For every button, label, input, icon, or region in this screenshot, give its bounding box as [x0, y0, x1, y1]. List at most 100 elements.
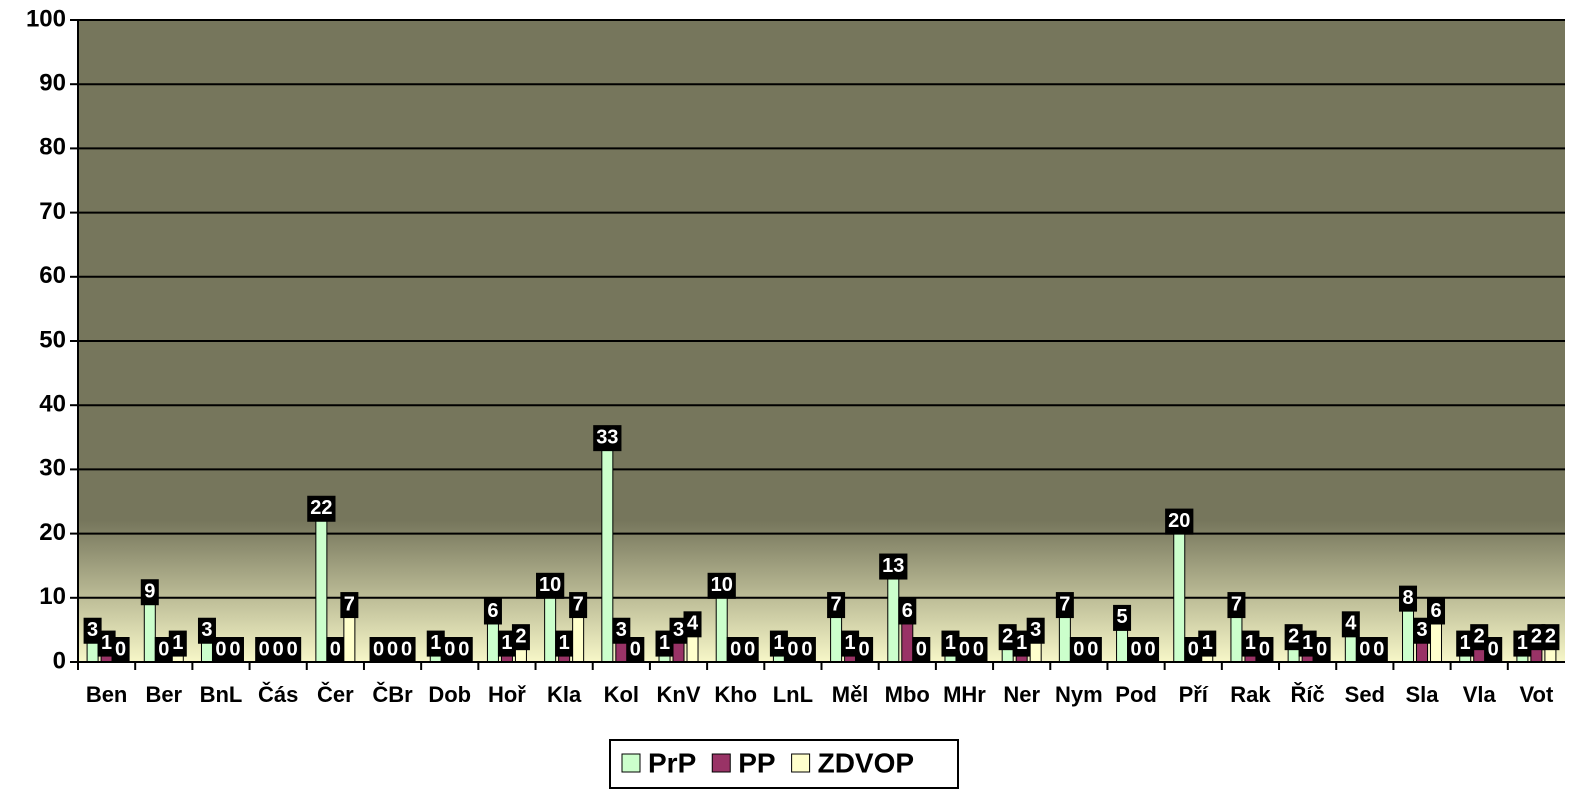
- bar: [715, 597, 728, 663]
- data-label-bg: [1399, 585, 1418, 612]
- x-tick-label: KnV: [657, 682, 701, 707]
- data-label-bg: [1298, 630, 1317, 657]
- data-label: 0: [1130, 638, 1141, 660]
- data-label: 1: [773, 632, 784, 654]
- data-label: 2: [1002, 625, 1013, 647]
- x-tick-label: Kla: [547, 682, 582, 707]
- y-tick-label: 0: [53, 647, 66, 674]
- data-label: 6: [902, 600, 913, 622]
- x-tick-label: BnL: [200, 682, 243, 707]
- data-label-bg: [941, 630, 960, 657]
- data-label: 2: [515, 625, 526, 647]
- data-label-bg: [1284, 624, 1303, 651]
- data-label: 3: [1030, 619, 1041, 641]
- y-tick-label: 100: [26, 5, 66, 32]
- data-label-bg: [1083, 637, 1102, 663]
- data-label: 0: [1087, 638, 1098, 660]
- legend-swatch: [791, 753, 811, 773]
- bar: [544, 597, 557, 663]
- data-label: 0: [444, 638, 455, 660]
- data-label: 7: [573, 593, 584, 615]
- data-label-bg: [1165, 508, 1194, 535]
- data-label: 33: [596, 426, 618, 448]
- data-label: 1: [501, 632, 512, 654]
- data-label-bg: [1541, 624, 1560, 651]
- data-label: 7: [344, 593, 355, 615]
- data-label-bg: [511, 624, 530, 651]
- legend-box: [609, 739, 959, 789]
- bar: [1116, 629, 1129, 663]
- data-label-bg: [1255, 637, 1274, 663]
- data-label-bg: [97, 630, 116, 657]
- data-label: 1: [1016, 632, 1027, 654]
- bar: [1544, 648, 1557, 663]
- data-label-bg: [426, 630, 445, 657]
- data-label: 3: [673, 619, 684, 641]
- data-label: 4: [1345, 613, 1357, 635]
- data-label-bg: [383, 637, 402, 663]
- x-tick-label: Říč: [1291, 682, 1325, 707]
- data-label: 2: [1531, 625, 1542, 647]
- data-label: 0: [259, 638, 270, 660]
- data-label: 0: [215, 638, 226, 660]
- y-tick-label: 30: [39, 455, 66, 482]
- x-tick-label: Dob: [428, 682, 471, 707]
- data-label-bg: [1413, 617, 1432, 644]
- data-label-bg: [255, 637, 274, 663]
- data-label-bg: [536, 572, 565, 599]
- data-label: 20: [1168, 510, 1190, 532]
- data-label-bg: [1527, 624, 1546, 651]
- data-label: 0: [916, 638, 927, 660]
- x-tick-label: Měl: [832, 682, 869, 707]
- data-label-bg: [1456, 630, 1475, 657]
- data-label-bg: [326, 637, 345, 663]
- data-label-bg: [879, 553, 908, 580]
- data-label: 0: [1373, 638, 1384, 660]
- data-label-bg: [211, 637, 230, 663]
- data-label-bg: [307, 495, 336, 522]
- data-label: 0: [229, 638, 240, 660]
- x-tick-label: Ber: [145, 682, 182, 707]
- data-label: 8: [1402, 587, 1413, 609]
- data-label-bg: [827, 592, 846, 619]
- x-tick-label: Čer: [317, 682, 354, 707]
- data-label: 9: [144, 581, 155, 603]
- bar: [887, 578, 900, 663]
- bar: [1344, 635, 1357, 663]
- legend-swatch: [621, 753, 641, 773]
- bar: [1001, 648, 1014, 663]
- bar: [672, 642, 685, 663]
- x-tick-label: LnL: [773, 682, 813, 707]
- data-label-bg: [283, 637, 302, 663]
- bar: [514, 648, 527, 663]
- data-label-bg: [655, 630, 674, 657]
- data-label-bg: [769, 630, 788, 657]
- data-label-bg: [783, 637, 802, 663]
- data-label: 3: [87, 619, 98, 641]
- data-label: 0: [859, 638, 870, 660]
- data-label-bg: [1513, 630, 1532, 657]
- bar: [1287, 648, 1300, 663]
- data-label-bg: [1470, 624, 1489, 651]
- bar: [486, 622, 499, 663]
- data-label: 1: [1245, 632, 1256, 654]
- data-label: 1: [430, 632, 441, 654]
- data-label-bg: [1369, 637, 1388, 663]
- y-tick-label: 20: [39, 519, 66, 546]
- data-label-bg: [440, 637, 459, 663]
- data-label-bg: [1427, 598, 1446, 625]
- data-label: 2: [1474, 625, 1485, 647]
- x-tick-label: ČBr: [372, 682, 413, 707]
- data-label-bg: [855, 637, 874, 663]
- data-label: 0: [744, 638, 755, 660]
- legend-swatch: [711, 753, 731, 773]
- data-label: 10: [539, 574, 561, 596]
- data-label: 1: [172, 632, 183, 654]
- x-tick-label: Nym: [1055, 682, 1103, 707]
- x-tick-label: Pod: [1115, 682, 1157, 707]
- data-label: 7: [831, 593, 842, 615]
- y-tick-label: 10: [39, 583, 66, 610]
- bar: [686, 635, 699, 663]
- data-label: 0: [730, 638, 741, 660]
- data-label: 1: [1202, 632, 1213, 654]
